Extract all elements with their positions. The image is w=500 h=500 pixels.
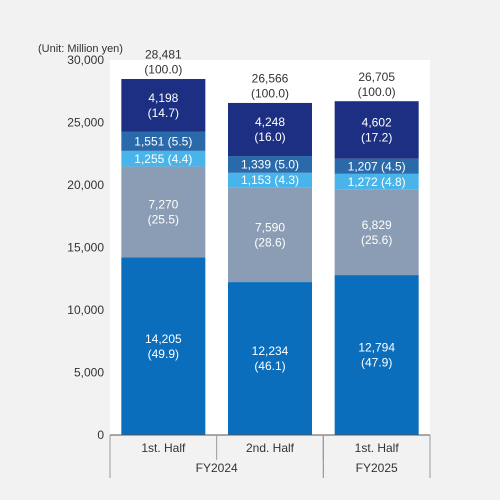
bar-segment — [228, 156, 312, 173]
y-tick-label: 30,000 — [67, 53, 104, 67]
segment-label: 1,255 (4.4) — [134, 152, 192, 166]
segment-label: 1,272 (4.8) — [348, 175, 406, 189]
bar-segment — [228, 172, 312, 188]
segment-label: 12,234 (46.1) — [252, 344, 289, 373]
bar-segment — [121, 131, 206, 151]
segment-label: 1,207 (4.5) — [348, 159, 406, 173]
y-tick-label: 15,000 — [67, 241, 104, 255]
bars: 14,205 (49.9) 7,270 (25.5) 1,255 (4.4) 1,551 … — [121, 48, 419, 435]
bar-segment — [121, 150, 206, 167]
segment-label: 1,153 (4.3) — [241, 173, 299, 187]
bar-segment — [228, 102, 312, 157]
x-tick-label: 1st. Half — [355, 441, 400, 455]
bar-segment — [121, 79, 206, 132]
bar-segment — [121, 166, 206, 258]
x-tick-label: 1st. Half — [141, 441, 186, 455]
y-tick-label: 5,000 — [74, 366, 104, 380]
bar-segment — [228, 187, 312, 283]
bar-segment — [334, 189, 419, 276]
bar-segment — [228, 282, 312, 435]
segment-label: 1,339 (5.0) — [241, 158, 299, 172]
total-label: 26,705 (100.0) — [358, 70, 396, 99]
unit-label: (Unit: Million yen) — [38, 43, 123, 55]
y-tick-label: 20,000 — [67, 178, 104, 192]
x-tick-label: 2nd. Half — [246, 441, 295, 455]
x-axis: 1st. Half 2nd. Half 1st. Half FY2024 FY2025 — [109, 434, 431, 478]
bar-segment — [334, 101, 419, 159]
total-label: 28,481 (100.0) — [144, 48, 182, 77]
segment-label: 14,205 (49.9) — [145, 332, 182, 361]
segment-label: 7,590 (28.6) — [254, 220, 285, 249]
bar-segment — [121, 257, 206, 435]
segment-label: 4,248 (16.0) — [254, 115, 285, 144]
group-label: FY2024 — [196, 461, 238, 475]
y-axis: 0 5,000 10,000 15,000 20,000 25,000 30,000 — [67, 53, 104, 442]
bar-segment — [334, 158, 419, 174]
total-label: 26,566 (100.0) — [251, 72, 289, 101]
segment-label: 7,270 (25.5) — [148, 198, 179, 227]
bar-segment — [334, 173, 419, 190]
segment-label: 12,794 (47.9) — [358, 341, 395, 370]
segment-label: 1,551 (5.5) — [134, 134, 192, 148]
segment-label: 6,829 (25.6) — [361, 218, 392, 247]
y-tick-label: 10,000 — [67, 303, 104, 317]
segment-label: 4,602 (17.2) — [361, 116, 392, 145]
y-tick-label: 25,000 — [67, 116, 104, 130]
segment-label: 4,198 (14.7) — [148, 91, 179, 120]
group-label: FY2025 — [356, 461, 398, 475]
y-tick-label: 0 — [97, 428, 104, 442]
bar-segment — [334, 275, 419, 435]
